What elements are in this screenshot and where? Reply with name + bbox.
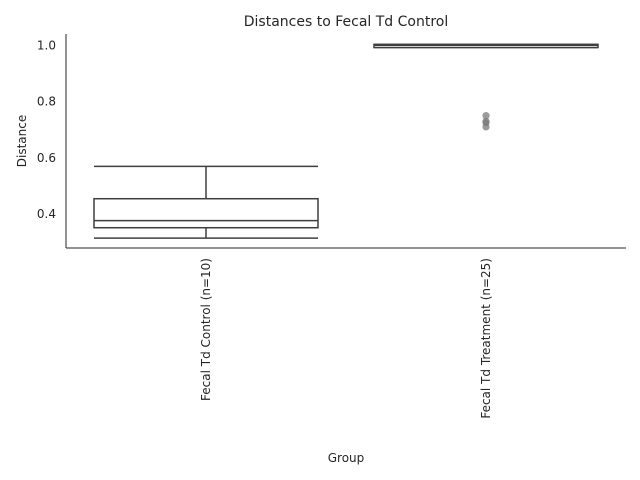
x-axis-label: Group: [328, 451, 365, 465]
outlier-point: [482, 123, 490, 131]
x-tick-label: Fecal Td Control (n=10): [199, 258, 213, 401]
y-ticks: 0.4 0.6 0.8 1.0: [37, 38, 56, 221]
y-tick-label: 0.8: [37, 95, 56, 109]
x-ticks: Fecal Td Control (n=10) Fecal Td Treatmen…: [199, 258, 493, 419]
outlier-point: [482, 112, 490, 120]
iqr-box: [93, 197, 319, 229]
x-tick-label: Fecal Td Treatment (n=25): [479, 258, 493, 419]
chart-title: Distances to Fecal Td Control: [244, 14, 448, 30]
box-group: [373, 43, 599, 131]
y-axis-label: Distance: [15, 115, 29, 167]
y-tick-label: 0.6: [37, 151, 56, 165]
plot-area: [93, 43, 599, 239]
y-tick-label: 0.4: [37, 207, 56, 221]
y-tick-label: 1.0: [37, 38, 56, 52]
box-group: [93, 165, 319, 239]
